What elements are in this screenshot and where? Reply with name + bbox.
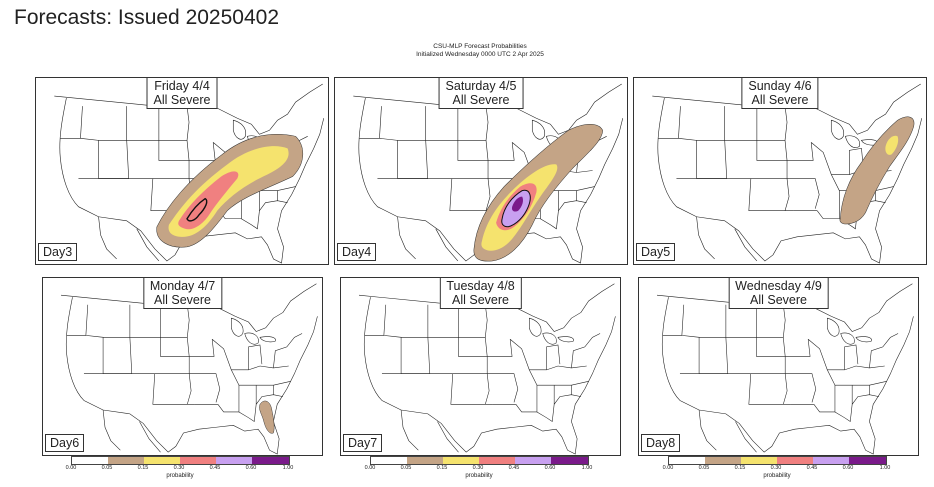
- prob-045-outline: [186, 197, 208, 222]
- cb-swatch-4: [813, 457, 849, 464]
- panel-title: Monday 4/7 All Severe: [142, 278, 223, 309]
- probability-contours: [473, 123, 603, 262]
- cb-swatch-0: [371, 457, 407, 464]
- cb-tick: 0.15: [137, 465, 149, 471]
- probability-contours: [156, 134, 304, 248]
- cb-swatch-1: [407, 457, 443, 464]
- cb-tick: 1.00: [282, 465, 294, 471]
- forecast-panel-day6: Monday 4/7 All Severe Day6: [42, 277, 323, 456]
- prob-015-area: [885, 135, 899, 155]
- colorbar-bar: [370, 456, 589, 465]
- prob-005-area: [839, 116, 915, 225]
- panel-title: Sunday 4/6 All Severe: [741, 78, 819, 109]
- prob-060-area: [511, 196, 524, 212]
- colorbar-panel-day6: 0.00 0.05 0.15 0.30 0.45 0.60 1.00 proba…: [66, 456, 293, 484]
- panel-hazard: All Severe: [751, 93, 809, 107]
- day-label: Day8: [641, 434, 681, 452]
- cb-tick: 0.05: [400, 465, 412, 471]
- prob-030-area: [178, 171, 239, 230]
- us-map: [353, 83, 624, 264]
- cb-tick: 0.15: [436, 465, 448, 471]
- panel-title: Friday 4/4 All Severe: [146, 78, 218, 109]
- cb-tick: 0.60: [245, 465, 257, 471]
- cb-swatch-3: [180, 457, 216, 464]
- cb-tick: 1.00: [581, 465, 593, 471]
- suptitle-line-2: Initialized Wednesday 0000 UTC 2 Apr 202…: [416, 51, 544, 58]
- cb-swatch-1: [108, 457, 144, 464]
- panel-date: Saturday 4/5: [445, 79, 517, 93]
- cb-tick: 0.05: [698, 465, 710, 471]
- panel-hazard: All Severe: [750, 293, 807, 307]
- colorbar-label: probability: [166, 473, 194, 479]
- cb-tick: 0.45: [806, 465, 818, 471]
- probability-contours: [259, 400, 275, 434]
- cb-swatch-1: [705, 457, 741, 464]
- cb-tick: 0.45: [209, 465, 221, 471]
- cb-tick: 0.45: [508, 465, 520, 471]
- panel-date: Friday 4/4: [154, 79, 210, 93]
- cb-swatch-2: [443, 457, 479, 464]
- cb-tick: 0.00: [364, 465, 376, 471]
- panel-title: Saturday 4/5 All Severe: [438, 78, 524, 109]
- cb-tick: 1.00: [879, 465, 891, 471]
- panel-date: Wednesday 4/9: [735, 279, 822, 293]
- cb-swatch-5: [849, 457, 886, 464]
- cb-tick: 0.00: [662, 465, 674, 471]
- panel-hazard: All Severe: [452, 93, 510, 107]
- cb-tick: 0.30: [770, 465, 782, 471]
- day-label: Day5: [636, 243, 676, 261]
- cb-swatch-3: [479, 457, 515, 464]
- panel-date: Tuesday 4/8: [446, 279, 515, 293]
- colorbar-bar: [71, 456, 290, 465]
- forecast-panel-day7: Tuesday 4/8 All Severe Day7: [340, 277, 621, 456]
- day-label: Day6: [45, 434, 85, 452]
- panel-title: Wednesday 4/9 All Severe: [728, 278, 829, 309]
- cb-tick: 0.60: [842, 465, 854, 471]
- page-title: Forecasts: Issued 20250402: [14, 6, 280, 29]
- panel-date: Monday 4/7: [149, 279, 216, 293]
- day-label: Day3: [38, 243, 78, 261]
- cb-tick: 0.00: [65, 465, 77, 471]
- cb-swatch-2: [144, 457, 180, 464]
- cb-swatch-0: [669, 457, 705, 464]
- colorbar-label: probability: [465, 473, 493, 479]
- suptitle-line-1: CSU-MLP Forecast Probabilities: [433, 43, 527, 50]
- cb-tick: 0.30: [173, 465, 185, 471]
- us-map: [54, 83, 325, 264]
- forecast-panel-day3: Friday 4/4 All Severe Day3: [35, 77, 329, 265]
- probability-contours: [839, 116, 915, 225]
- colorbar-bar: [668, 456, 887, 465]
- day-label: Day7: [343, 434, 383, 452]
- forecast-panel-day8: Wednesday 4/9 All Severe Day8: [638, 277, 919, 456]
- panel-hazard: All Severe: [452, 293, 509, 307]
- figure-suptitle: CSU-MLP Forecast Probabilities Initializ…: [330, 43, 630, 59]
- colorbar-panel-day7: 0.00 0.05 0.15 0.30 0.45 0.60 1.00 proba…: [365, 456, 592, 484]
- forecast-panel-day4: Saturday 4/5 All Severe Day4: [334, 77, 628, 265]
- panel-title: Tuesday 4/8 All Severe: [439, 278, 522, 309]
- cb-swatch-2: [741, 457, 777, 464]
- panel-hazard: All Severe: [154, 293, 211, 307]
- cb-swatch-4: [515, 457, 551, 464]
- panel-hazard: All Severe: [153, 93, 211, 107]
- cb-tick: 0.05: [101, 465, 113, 471]
- us-map: [60, 283, 318, 455]
- cb-swatch-0: [72, 457, 108, 464]
- cb-swatch-4: [216, 457, 252, 464]
- cb-tick: 0.60: [544, 465, 556, 471]
- cb-swatch-3: [777, 457, 813, 464]
- us-map: [652, 83, 923, 264]
- colorbar-label: probability: [763, 473, 791, 479]
- day-label: Day4: [337, 243, 377, 261]
- colorbar-panel-day8: 0.00 0.05 0.15 0.30 0.45 0.60 1.00 proba…: [663, 456, 890, 484]
- cb-swatch-5: [551, 457, 588, 464]
- prob-005-area: [259, 400, 275, 434]
- panel-date: Sunday 4/6: [748, 79, 812, 93]
- cb-swatch-5: [252, 457, 289, 464]
- cb-tick: 0.30: [472, 465, 484, 471]
- cb-tick: 0.15: [734, 465, 746, 471]
- forecast-panel-day5: Sunday 4/6 All Severe Day5: [633, 77, 927, 265]
